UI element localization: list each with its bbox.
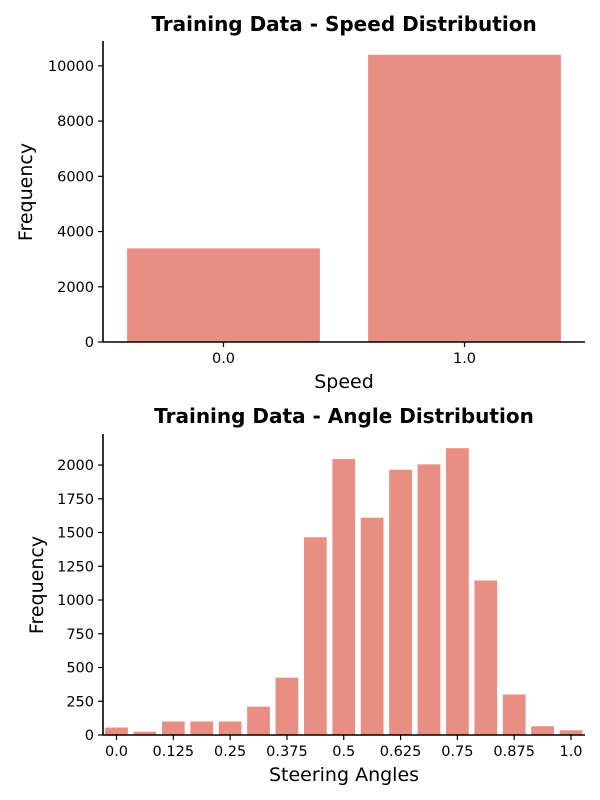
angle-ytick-label: 500 bbox=[66, 661, 94, 677]
speed-ytick-label: 6000 bbox=[57, 169, 94, 185]
angle-bar-0.875 bbox=[502, 694, 526, 735]
speed-chart-ylabel: Frequency bbox=[15, 143, 37, 241]
angle-chart-title: Training Data - Angle Distribution bbox=[154, 404, 534, 428]
angle-bar-0.5625 bbox=[360, 517, 384, 735]
angle-ytick-label: 1500 bbox=[57, 526, 94, 542]
angle-bar-0.5 bbox=[332, 458, 356, 735]
angle-ytick-label: 250 bbox=[66, 694, 94, 710]
speed-xtick-label: 1.0 bbox=[453, 351, 476, 367]
angle-bar-0.9375 bbox=[531, 726, 554, 735]
angle-xtick-label: 0.875 bbox=[493, 744, 535, 760]
angle-xtick-label: 0.25 bbox=[214, 744, 246, 760]
angle-bar-0.125 bbox=[161, 721, 185, 735]
angle-xtick-label: 1.0 bbox=[559, 744, 582, 760]
angle-bar-0.75 bbox=[446, 448, 469, 735]
angle-xtick-label: 0.75 bbox=[441, 744, 473, 760]
angle-xtick-label: 0.625 bbox=[380, 744, 422, 760]
speed-chart: Training Data - Speed Distribution Speed… bbox=[15, 12, 585, 393]
angle-chart-bars bbox=[105, 448, 583, 735]
angle-bar-0.0 bbox=[105, 727, 128, 735]
angle-ytick-label: 1250 bbox=[57, 559, 94, 575]
angle-bar-0.4375 bbox=[303, 537, 327, 735]
speed-chart-bars bbox=[127, 54, 561, 342]
angle-bar-0.6875 bbox=[417, 464, 441, 735]
speed-ytick-label: 4000 bbox=[57, 225, 94, 241]
speed-bar-1.0 bbox=[368, 54, 561, 342]
speed-ytick-label: 0 bbox=[85, 335, 94, 351]
speed-bar-0.0 bbox=[127, 248, 320, 342]
angle-ytick-label: 1750 bbox=[57, 492, 94, 508]
angle-xtick-label: 0.0 bbox=[105, 744, 128, 760]
angle-chart-xlabel: Steering Angles bbox=[269, 764, 419, 786]
speed-chart-title: Training Data - Speed Distribution bbox=[151, 12, 536, 36]
angle-bar-0.25 bbox=[218, 721, 242, 735]
speed-chart-xticks: 0.0 1.0 bbox=[212, 342, 476, 367]
angle-bar-0.3125 bbox=[247, 706, 270, 735]
angle-bar-0.1875 bbox=[190, 721, 214, 735]
angle-bar-0.375 bbox=[275, 677, 299, 735]
angle-bar-0.8125 bbox=[474, 580, 498, 735]
angle-chart-xticks: 0.0 0.125 0.25 0.375 0.5 0.625 0.75 0.875 1.0 bbox=[105, 735, 583, 760]
speed-chart-xlabel: Speed bbox=[314, 371, 374, 393]
speed-chart-yticks: 0 2000 4000 6000 8000 10000 bbox=[48, 59, 103, 351]
speed-ytick-label: 2000 bbox=[57, 280, 94, 296]
angle-xtick-label: 0.125 bbox=[153, 744, 195, 760]
speed-xtick-label: 0.0 bbox=[212, 351, 235, 367]
angle-chart-yticks: 0 250 500 750 1000 1250 1500 1750 2000 bbox=[57, 458, 103, 744]
angle-xtick-label: 0.375 bbox=[266, 744, 308, 760]
angle-bar-1.0 bbox=[559, 730, 583, 735]
angle-ytick-label: 750 bbox=[66, 627, 94, 643]
speed-ytick-label: 10000 bbox=[48, 59, 94, 75]
angle-ytick-label: 2000 bbox=[57, 458, 94, 474]
speed-ytick-label: 8000 bbox=[57, 114, 94, 130]
angle-bar-0.625 bbox=[389, 469, 412, 735]
angle-ytick-label: 0 bbox=[85, 728, 94, 744]
angle-chart: Training Data - Angle Distribution Steer… bbox=[26, 404, 585, 786]
angle-ytick-label: 1000 bbox=[57, 593, 94, 609]
angle-chart-ylabel: Frequency bbox=[26, 536, 48, 634]
angle-bar-0.0625 bbox=[133, 731, 157, 735]
angle-xtick-label: 0.5 bbox=[332, 744, 355, 760]
